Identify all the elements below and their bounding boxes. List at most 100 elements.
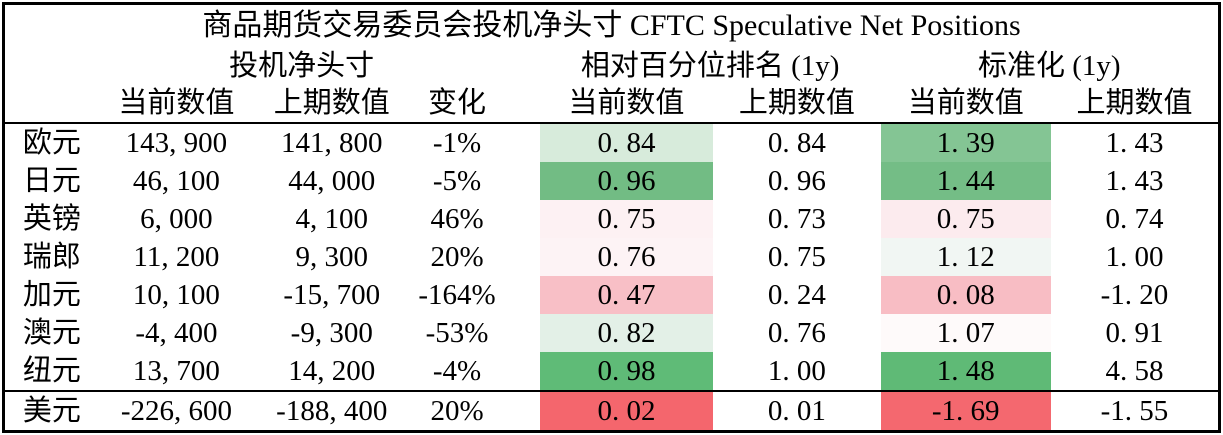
net-current-cell: -4, 400	[135, 316, 218, 349]
currency-label: 欧元	[22, 126, 81, 159]
column-gap	[505, 200, 540, 238]
change-cell: -164%	[418, 278, 496, 311]
pct-current-heat-cell: 0. 02	[539, 390, 714, 432]
currency-label: 日元	[22, 164, 81, 197]
std-previous-cell: 1. 43	[1105, 126, 1164, 159]
change-cell: 20%	[409, 390, 505, 432]
pct-current-heat-cell: 0. 98	[539, 352, 714, 391]
std-previous-cell: 0. 91	[1105, 316, 1164, 349]
pct-previous-cell: 0. 24	[767, 278, 826, 311]
currency-label: 加元	[22, 278, 81, 311]
std-previous-cell: 1. 43	[1105, 164, 1164, 197]
sub-header-net-current: 当前数值	[98, 85, 255, 124]
table-row-nzd: 纽元 13, 700 14, 200 -4% 0. 98 1. 00 1. 48…	[4, 352, 1220, 391]
net-previous-cell: -9, 300	[290, 316, 373, 349]
std-previous-cell: 1. 00	[1105, 240, 1164, 273]
table-row-gbp: 英镑 6, 000 4, 100 46% 0. 75 0. 73 0. 75 0…	[4, 200, 1220, 238]
group-header-percentile-rank: 相对百分位排名 (1y)	[580, 49, 840, 82]
table-row-eur: 欧元 143, 900 141, 800 -1% 0. 84 0. 84 1. …	[4, 123, 1220, 162]
change-cell: -1%	[432, 126, 482, 159]
net-previous-cell: 141, 800	[281, 126, 383, 159]
pct-current-heat-cell: 0. 82	[539, 314, 714, 352]
std-current-heat-cell: 1. 07	[880, 314, 1051, 352]
pct-previous-cell: 0. 96	[767, 164, 826, 197]
column-group-header-row: 投机净头寸 相对百分位排名 (1y) 标准化 (1y)	[4, 47, 1220, 85]
sub-header-pct-previous: 上期数值	[713, 85, 881, 124]
std-previous-cell: -1. 20	[1100, 278, 1169, 311]
pct-previous-cell: 0. 73	[767, 202, 826, 235]
pct-previous-cell: 0. 01	[713, 390, 881, 432]
group-header-net-positions: 投机净头寸	[229, 49, 375, 82]
net-previous-cell: 44, 000	[288, 164, 376, 197]
net-current-cell: 10, 100	[132, 278, 220, 311]
std-previous-cell: -1. 55	[1050, 390, 1220, 432]
pct-current-heat-cell: 0. 47	[539, 276, 714, 314]
table-row-cad: 加元 10, 100 -15, 700 -164% 0. 47 0. 24 0.…	[4, 276, 1220, 314]
group-header-spacer	[4, 47, 99, 85]
column-gap	[505, 47, 540, 85]
pct-previous-cell: 0. 76	[767, 316, 826, 349]
std-current-heat-cell: 1. 44	[880, 162, 1051, 200]
currency-label: 美元	[3, 390, 99, 432]
std-current-heat-cell: -1. 69	[880, 390, 1051, 432]
column-gap	[504, 85, 540, 124]
change-cell: 20%	[430, 240, 484, 273]
group-header-standardized: 标准化 (1y)	[977, 49, 1121, 82]
sub-header-row: 当前数值 上期数值 变化 当前数值 上期数值 当前数值 上期数值	[3, 85, 1220, 124]
std-current-heat-cell: 0. 08	[880, 276, 1051, 314]
table-row-chf: 瑞郎 11, 200 9, 300 20% 0. 76 0. 75 1. 12 …	[4, 238, 1220, 276]
column-gap	[504, 390, 540, 432]
std-current-heat-cell: 1. 39	[880, 123, 1051, 162]
net-previous-cell: -15, 700	[283, 278, 381, 311]
sub-header-net-previous: 上期数值	[254, 85, 410, 124]
sub-header-std-previous: 上期数值	[1050, 85, 1220, 124]
page-title: 商品期货交易委员会投机净头寸 CFTC Speculative Net Posi…	[202, 9, 1021, 42]
column-gap	[505, 276, 540, 314]
column-gap	[505, 238, 540, 276]
net-previous-cell: 4, 100	[295, 202, 369, 235]
sub-header-change: 变化	[409, 85, 505, 124]
std-previous-cell: 0. 74	[1105, 202, 1164, 235]
currency-label: 英镑	[22, 202, 81, 235]
column-gap	[505, 314, 540, 352]
std-current-heat-cell: 1. 12	[880, 238, 1051, 276]
std-current-heat-cell: 0. 75	[880, 200, 1051, 238]
std-previous-cell: 4. 58	[1105, 354, 1164, 387]
net-current-cell: 11, 200	[133, 240, 220, 273]
net-current-cell: 143, 900	[125, 126, 228, 159]
net-previous-cell: 14, 200	[288, 354, 376, 387]
currency-label: 澳元	[22, 316, 81, 349]
currency-label: 瑞郎	[22, 240, 81, 273]
net-current-cell: 13, 700	[132, 354, 220, 387]
change-cell: -4%	[432, 354, 482, 387]
sub-header-pct-current: 当前数值	[539, 85, 714, 124]
pct-previous-cell: 0. 84	[767, 126, 826, 159]
net-current-cell: 6, 000	[140, 202, 213, 235]
table-row-aud: 澳元 -4, 400 -9, 300 -53% 0. 82 0. 76 1. 0…	[4, 314, 1220, 352]
pct-current-heat-cell: 0. 75	[539, 200, 714, 238]
pct-previous-cell: 0. 75	[767, 240, 826, 273]
pct-current-heat-cell: 0. 96	[539, 162, 714, 200]
net-current-cell: 46, 100	[132, 164, 220, 197]
change-cell: -53%	[425, 316, 489, 349]
sub-header-spacer	[3, 85, 99, 124]
change-cell: 46%	[430, 202, 484, 235]
currency-label: 纽元	[22, 354, 81, 387]
table-row-jpy: 日元 46, 100 44, 000 -5% 0. 96 0. 96 1. 44…	[4, 162, 1220, 200]
table-row-usd-total: 美元 -226, 600 -188, 400 20% 0. 02 0. 01 -…	[3, 390, 1220, 432]
std-current-heat-cell: 1. 48	[880, 352, 1051, 391]
column-gap	[505, 352, 540, 391]
title-row: 商品期货交易委员会投机净头寸 CFTC Speculative Net Posi…	[4, 4, 1220, 48]
change-cell: -5%	[432, 164, 482, 197]
column-gap	[505, 162, 540, 200]
net-previous-cell: 9, 300	[295, 240, 369, 273]
pct-current-heat-cell: 0. 76	[539, 238, 714, 276]
column-gap	[505, 123, 540, 162]
pct-current-heat-cell: 0. 84	[539, 123, 714, 162]
sub-header-std-current: 当前数值	[880, 85, 1051, 124]
pct-previous-cell: 1. 00	[767, 354, 826, 387]
net-current-cell: -226, 600	[98, 390, 255, 432]
net-previous-cell: -188, 400	[254, 390, 410, 432]
